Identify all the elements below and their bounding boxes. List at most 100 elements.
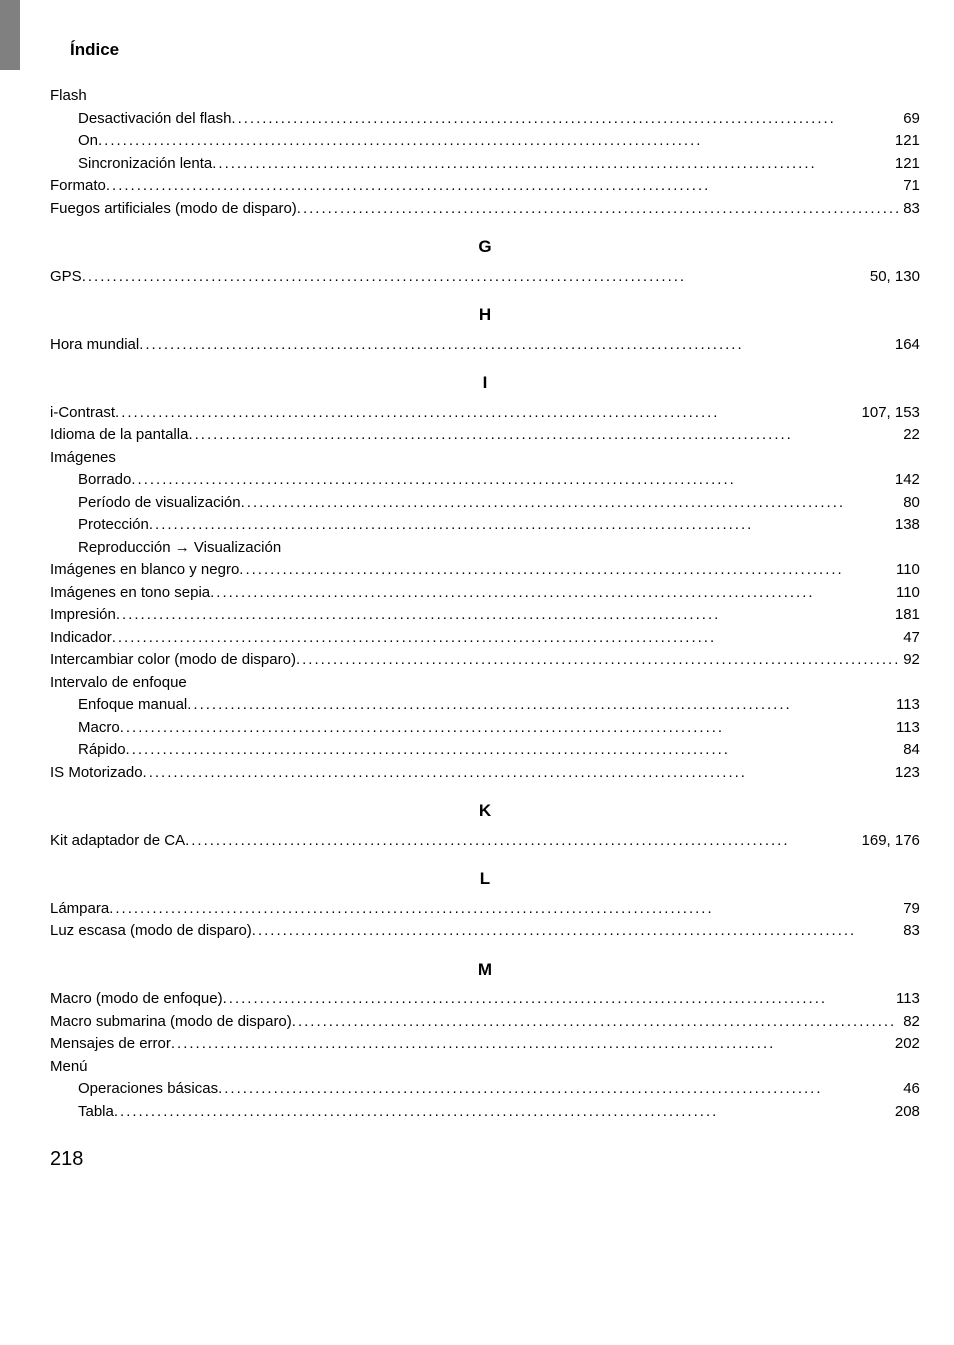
index-page: Índice FlashDesactivación del flash69On1… — [0, 0, 954, 1201]
index-entry: Macro 113 — [50, 717, 920, 740]
index-entry: Macro (modo de enfoque) 113 — [50, 988, 920, 1011]
entry-page: 181 — [893, 604, 920, 627]
index-entry: Imágenes — [50, 447, 920, 470]
entry-label: Período de visualización — [78, 492, 241, 515]
index-entry: Intervalo de enfoque — [50, 672, 920, 695]
entry-label: Intervalo de enfoque — [50, 672, 187, 695]
index-entry: Menú — [50, 1056, 920, 1079]
entry-label: Imágenes en blanco y negro — [50, 559, 239, 582]
entry-label: Flash — [50, 85, 87, 108]
entry-label: Menú — [50, 1056, 88, 1079]
entry-page: 121 — [893, 153, 920, 176]
left-column: FlashDesactivación del flash69On121Sincr… — [50, 85, 920, 1123]
entry-label: Borrado — [78, 469, 131, 492]
entry-page: 50, 130 — [868, 266, 920, 289]
entry-label: Hora mundial — [50, 334, 139, 357]
index-entry: Impresión 181 — [50, 604, 920, 627]
entry-page: 164 — [893, 334, 920, 357]
entry-page: 83 — [901, 198, 920, 221]
index-entry: Mensajes de error 202 — [50, 1033, 920, 1056]
entry-label: Impresión — [50, 604, 116, 627]
leader-dots — [149, 514, 893, 537]
leader-dots — [126, 739, 902, 762]
entry-label: Kit adaptador de CA — [50, 830, 185, 853]
entry-page: 202 — [893, 1033, 920, 1056]
entry-page: 107, 153 — [860, 402, 920, 425]
entry-page: 142 — [893, 469, 920, 492]
entry-page: 113 — [894, 988, 920, 1011]
index-entry: Indicador47 — [50, 627, 920, 650]
index-entry: Lámpara79 — [50, 898, 920, 921]
leader-dots — [139, 334, 893, 357]
index-entry: Idioma de la pantalla 22 — [50, 424, 920, 447]
entry-page: 92 — [901, 649, 920, 672]
index-entry: Kit adaptador de CA 169, 176 — [50, 830, 920, 853]
entry-page: 80 — [901, 492, 920, 515]
leader-dots — [98, 130, 893, 153]
entry-label: Imágenes en tono sepia — [50, 582, 210, 605]
entry-label: Macro submarina (modo de disparo) — [50, 1011, 292, 1034]
leader-dots — [171, 1033, 893, 1056]
leader-dots — [218, 1078, 901, 1101]
index-entry: Intercambiar color (modo de disparo)92 — [50, 649, 920, 672]
leader-dots — [292, 1011, 901, 1034]
leader-dots — [120, 717, 894, 740]
entry-label: Reproducción → Visualización — [78, 537, 281, 560]
section-letter: H — [50, 302, 920, 328]
entry-page: 83 — [901, 920, 920, 943]
index-entry: i-Contrast 107, 153 — [50, 402, 920, 425]
leader-dots — [241, 492, 902, 515]
entry-label: Enfoque manual — [78, 694, 187, 717]
entry-page: 82 — [901, 1011, 920, 1034]
leader-dots — [131, 469, 893, 492]
page-number: 218 — [50, 1148, 894, 1171]
entry-label: i-Contrast — [50, 402, 115, 425]
entry-label: Macro (modo de enfoque) — [50, 988, 223, 1011]
leader-dots — [296, 649, 901, 672]
index-entry: Hora mundial 164 — [50, 334, 920, 357]
leader-dots — [188, 424, 901, 447]
index-entry: IS Motorizado123 — [50, 762, 920, 785]
entry-page: 113 — [894, 717, 920, 740]
index-entry: Rápido84 — [50, 739, 920, 762]
entry-page: 71 — [901, 175, 920, 198]
section-letter: I — [50, 370, 920, 396]
leader-dots — [231, 108, 901, 131]
leader-dots — [239, 559, 894, 582]
page-title: Índice — [70, 40, 894, 60]
entry-page: 46 — [901, 1078, 920, 1101]
index-entry: Borrado 142 — [50, 469, 920, 492]
entry-label: Mensajes de error — [50, 1033, 171, 1056]
leader-dots — [297, 198, 901, 221]
index-entry: Período de visualización 80 — [50, 492, 920, 515]
leader-dots — [185, 830, 859, 853]
entry-label: Tabla — [78, 1101, 114, 1124]
entry-label: Macro — [78, 717, 120, 740]
entry-page: 110 — [894, 559, 920, 582]
entry-page: 84 — [901, 739, 920, 762]
entry-label: Lámpara — [50, 898, 109, 921]
section-letter: L — [50, 866, 920, 892]
index-entry: Protección138 — [50, 514, 920, 537]
section-letter: M — [50, 957, 920, 983]
leader-dots — [223, 988, 894, 1011]
index-entry: Sincronización lenta121 — [50, 153, 920, 176]
section-letter: K — [50, 798, 920, 824]
entry-label: Luz escasa (modo de disparo) — [50, 920, 252, 943]
entry-page: 123 — [893, 762, 920, 785]
entry-page: 208 — [893, 1101, 920, 1124]
index-entry: On121 — [50, 130, 920, 153]
index-entry: Imágenes en blanco y negro 110 — [50, 559, 920, 582]
index-entry: Luz escasa (modo de disparo) 83 — [50, 920, 920, 943]
index-entry: Desactivación del flash69 — [50, 108, 920, 131]
index-entry: Imágenes en tono sepia110 — [50, 582, 920, 605]
entry-page: 22 — [901, 424, 920, 447]
index-entry: Reproducción → Visualización — [50, 537, 920, 560]
leader-dots — [109, 898, 901, 921]
entry-page: 169, 176 — [860, 830, 920, 853]
entry-label: Idioma de la pantalla — [50, 424, 188, 447]
leader-dots — [116, 604, 893, 627]
entry-page: 113 — [894, 694, 920, 717]
index-columns: FlashDesactivación del flash69On121Sincr… — [50, 85, 894, 1123]
leader-dots — [252, 920, 901, 943]
